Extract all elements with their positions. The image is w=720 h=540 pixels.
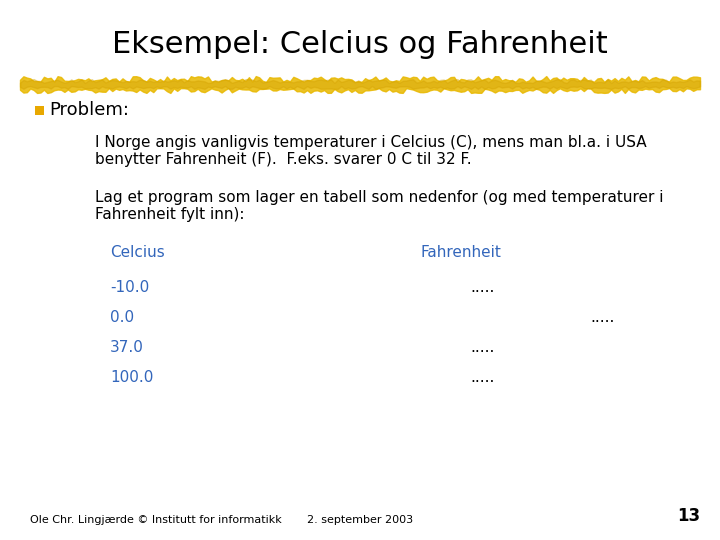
Text: 0.0: 0.0: [110, 310, 134, 325]
FancyBboxPatch shape: [35, 105, 44, 114]
Text: 13: 13: [677, 507, 700, 525]
Text: Celcius: Celcius: [110, 245, 165, 260]
Text: Lag et program som lager en tabell som nedenfor (og med temperaturer i: Lag et program som lager en tabell som n…: [95, 190, 664, 205]
Text: benytter Fahrenheit (F).  F.eks. svarer 0 C til 32 F.: benytter Fahrenheit (F). F.eks. svarer 0…: [95, 152, 472, 167]
Text: .....: .....: [470, 340, 495, 355]
Text: 37.0: 37.0: [110, 340, 144, 355]
Text: Fahrenheit: Fahrenheit: [420, 245, 501, 260]
Text: Fahrenheit fylt inn):: Fahrenheit fylt inn):: [95, 207, 245, 222]
Text: Problem:: Problem:: [49, 101, 129, 119]
Text: -10.0: -10.0: [110, 280, 149, 295]
Text: .....: .....: [590, 310, 614, 325]
Text: 100.0: 100.0: [110, 370, 153, 385]
Text: .....: .....: [470, 370, 495, 385]
Text: Ole Chr. Lingjærde © Institutt for informatikk: Ole Chr. Lingjærde © Institutt for infor…: [30, 515, 282, 525]
Text: I Norge angis vanligvis temperaturer i Celcius (C), mens man bl.a. i USA: I Norge angis vanligvis temperaturer i C…: [95, 135, 647, 150]
Text: Eksempel: Celcius og Fahrenheit: Eksempel: Celcius og Fahrenheit: [112, 30, 608, 59]
Text: 2. september 2003: 2. september 2003: [307, 515, 413, 525]
Text: .....: .....: [470, 280, 495, 295]
